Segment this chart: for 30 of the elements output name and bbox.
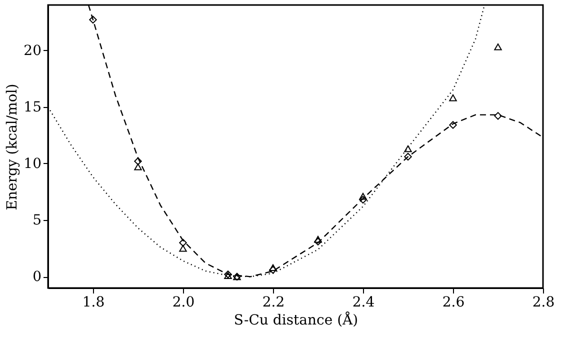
y-axis-title: Energy (kcal/mol) — [4, 84, 21, 210]
y-tick-label: 10 — [24, 156, 42, 172]
y-tick-label: 5 — [32, 212, 42, 229]
point — [359, 192, 367, 200]
point — [449, 121, 457, 129]
x-tick-label: 2.8 — [532, 294, 555, 310]
y-tick-label: 15 — [24, 99, 42, 116]
x-tick-label: 2.0 — [172, 294, 195, 310]
x-axis-title: S-Cu distance (Å) — [234, 312, 358, 328]
x-tick-label: 2.4 — [352, 294, 375, 310]
point — [134, 163, 142, 170]
point — [269, 264, 277, 272]
point — [314, 238, 322, 246]
x-tick-label: 1.8 — [82, 294, 105, 310]
point — [404, 145, 412, 152]
point — [449, 94, 457, 102]
point — [89, 16, 97, 24]
point — [359, 196, 367, 204]
point — [269, 266, 277, 274]
point — [134, 157, 142, 166]
point — [494, 112, 502, 120]
point — [494, 43, 502, 50]
point — [179, 238, 187, 247]
y-tick-label: 20 — [24, 42, 42, 59]
point — [179, 244, 187, 252]
x-tick-label: 2.2 — [262, 294, 285, 310]
x-tick-label: 2.6 — [442, 294, 465, 310]
point — [314, 236, 322, 243]
y-tick-label: 0 — [32, 269, 42, 286]
point — [404, 152, 412, 161]
